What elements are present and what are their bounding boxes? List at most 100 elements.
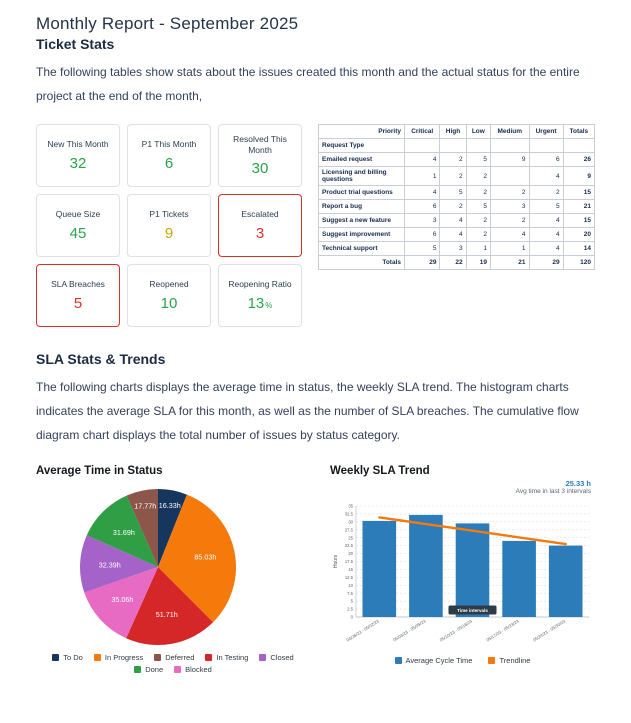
bar[interactable] — [548, 545, 583, 617]
count-cell[interactable]: 1 — [403, 166, 441, 186]
pie-slice-closed[interactable] — [79, 535, 158, 593]
pie-slice-deferred[interactable] — [126, 489, 158, 567]
count-cell[interactable]: 2 — [528, 185, 564, 200]
column-header-low: Low — [465, 124, 492, 139]
x-tick-label: 05/03/23 - 05/09/23 — [392, 618, 427, 642]
count-cell[interactable]: 2 — [465, 227, 492, 242]
stat-card-value: 9 — [164, 224, 174, 242]
totals-cell[interactable]: 29 — [403, 255, 441, 270]
bar[interactable] — [409, 514, 443, 617]
count-cell[interactable]: 3 — [403, 213, 441, 228]
trendline[interactable] — [378, 516, 567, 546]
totals-label: Totals — [318, 255, 405, 270]
count-cell[interactable]: 3 — [439, 241, 467, 256]
count-cell[interactable]: 2 — [439, 199, 467, 214]
pie-slice-done[interactable] — [86, 495, 158, 567]
stat-card-label: New This Month — [47, 139, 109, 150]
count-cell[interactable]: 5 — [439, 185, 467, 200]
legend-item-in-testing[interactable]: In Testing — [205, 653, 248, 662]
pie-slice-in-testing[interactable] — [126, 567, 213, 645]
count-cell[interactable]: 1 — [490, 241, 530, 256]
pie-slice-label: 31.69h — [113, 528, 135, 537]
row-label: Product trial questions — [318, 185, 405, 200]
empty-header-cell — [439, 138, 467, 153]
totals-cell[interactable]: 120 — [562, 255, 596, 270]
count-cell[interactable]: 5 — [465, 152, 492, 167]
count-cell[interactable]: 4 — [439, 213, 467, 228]
totals-cell[interactable]: 21 — [490, 255, 530, 270]
x-tick-label: 05/24/23 - 05/30/23 — [532, 618, 567, 642]
count-cell[interactable]: 4 — [528, 213, 564, 228]
pie-slice-label: 51.71h — [156, 610, 178, 619]
pie-slice-blocked[interactable] — [84, 567, 158, 639]
bar[interactable] — [502, 540, 536, 617]
count-cell[interactable]: 5 — [528, 199, 564, 214]
count-cell[interactable]: 2 — [490, 213, 530, 228]
table-row: Suggest improvement 6 4 2 4 4 20 — [318, 227, 596, 242]
legend-item-to-do[interactable]: To Do — [52, 653, 83, 662]
stats-row: New This Month 32 P1 This Month 6 Resolved T… — [36, 124, 596, 327]
stat-card-resolved-this-month: Resolved This Month 30 — [218, 124, 302, 187]
bar-chart-svg: 0 2.5 5 7.5 10 12.5 15 17.5 20 22.5 25 27.5 30 32.5 35… — [333, 504, 589, 643]
count-cell[interactable]: 6 — [528, 152, 564, 167]
legend-item-average-cycle-time[interactable]: Average Cycle Time — [394, 656, 472, 665]
count-cell[interactable]: 5 — [465, 199, 492, 214]
count-cell[interactable]: 2 — [465, 166, 492, 186]
count-cell[interactable]: 14 — [562, 241, 596, 256]
count-cell[interactable]: 26 — [562, 152, 596, 167]
pie-slice-in-progress[interactable] — [158, 494, 236, 623]
bar[interactable] — [362, 520, 397, 617]
count-cell[interactable]: 2 — [439, 166, 467, 186]
count-cell[interactable]: 4 — [528, 166, 564, 186]
count-cell[interactable]: 6 — [403, 199, 441, 214]
count-cell[interactable]: 2 — [465, 185, 492, 200]
count-cell[interactable]: 4 — [403, 185, 441, 200]
count-cell[interactable]: 6 — [403, 227, 441, 242]
row-label: Suggest a new feature — [318, 213, 405, 228]
count-cell[interactable]: 15 — [562, 213, 596, 228]
count-cell[interactable]: 2 — [465, 213, 492, 228]
totals-cell[interactable]: 22 — [439, 255, 467, 270]
x-tick-label: 05/10/23 - 05/16/23 — [439, 618, 474, 642]
count-cell[interactable]: 4 — [403, 152, 441, 167]
legend-item-in-progress[interactable]: In Progress — [93, 653, 144, 662]
count-cell[interactable]: 9 — [490, 152, 530, 167]
count-cell[interactable]: 9 — [562, 166, 596, 186]
pie-slice-label: 16.33h — [159, 501, 181, 510]
count-cell[interactable]: 4 — [528, 241, 564, 256]
count-cell[interactable]: 3 — [490, 199, 530, 214]
count-cell[interactable]: 1 — [465, 241, 492, 256]
stat-cards: New This Month 32 P1 This Month 6 Resolved T… — [36, 124, 302, 327]
legend-label: Deferred — [165, 653, 195, 662]
bar[interactable] — [455, 523, 490, 617]
count-cell[interactable]: 21 — [562, 199, 596, 214]
legend-label: Blocked — [185, 665, 212, 674]
legend-item-done[interactable]: Done — [134, 665, 163, 674]
column-header-critical: Critical — [403, 124, 441, 139]
count-cell[interactable]: 4 — [528, 227, 564, 242]
count-cell[interactable]: 20 — [562, 227, 596, 242]
legend-label: In Progress — [104, 653, 144, 662]
count-cell[interactable]: 2 — [439, 152, 467, 167]
legend-item-trendline[interactable]: Trendline — [488, 656, 530, 665]
count-cell[interactable]: 5 — [403, 241, 441, 256]
legend-item-deferred[interactable]: Deferred — [154, 653, 194, 662]
count-cell[interactable]: 15 — [562, 185, 596, 200]
pie-slice-label: 17.77h — [134, 501, 156, 510]
stat-card-p1-tickets: P1 Tickets 9 — [127, 194, 211, 257]
legend-swatch — [134, 666, 142, 673]
count-cell[interactable]: 2 — [490, 185, 530, 200]
totals-cell[interactable]: 29 — [528, 255, 564, 270]
count-cell — [490, 166, 530, 186]
count-cell[interactable]: 4 — [439, 227, 467, 242]
stat-card-value: 5 — [73, 294, 83, 312]
pivot-table-body: Emailed request 4 2 5 9 6 26 Licensing and bill… — [318, 152, 596, 270]
intro-paragraph: The following tables show stats about th… — [36, 65, 580, 103]
legend-item-closed[interactable]: Closed — [259, 653, 294, 662]
pie-slice-to-do[interactable] — [158, 489, 187, 567]
pie-slice-label: 35.06h — [111, 595, 133, 604]
row-label: Emailed request — [318, 152, 405, 167]
count-cell[interactable]: 4 — [490, 227, 530, 242]
totals-cell[interactable]: 19 — [465, 255, 492, 270]
legend-item-blocked[interactable]: Blocked — [174, 665, 212, 674]
